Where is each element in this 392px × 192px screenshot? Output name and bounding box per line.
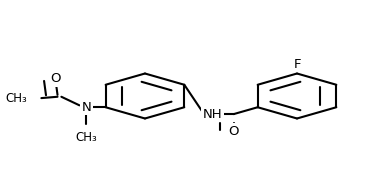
Text: N: N [82,101,91,114]
Text: CH₃: CH₃ [76,131,97,144]
Text: F: F [293,58,301,71]
Text: O: O [50,72,61,85]
Text: CH₃: CH₃ [5,92,27,105]
Text: O: O [229,125,239,138]
Text: NH: NH [203,108,222,121]
